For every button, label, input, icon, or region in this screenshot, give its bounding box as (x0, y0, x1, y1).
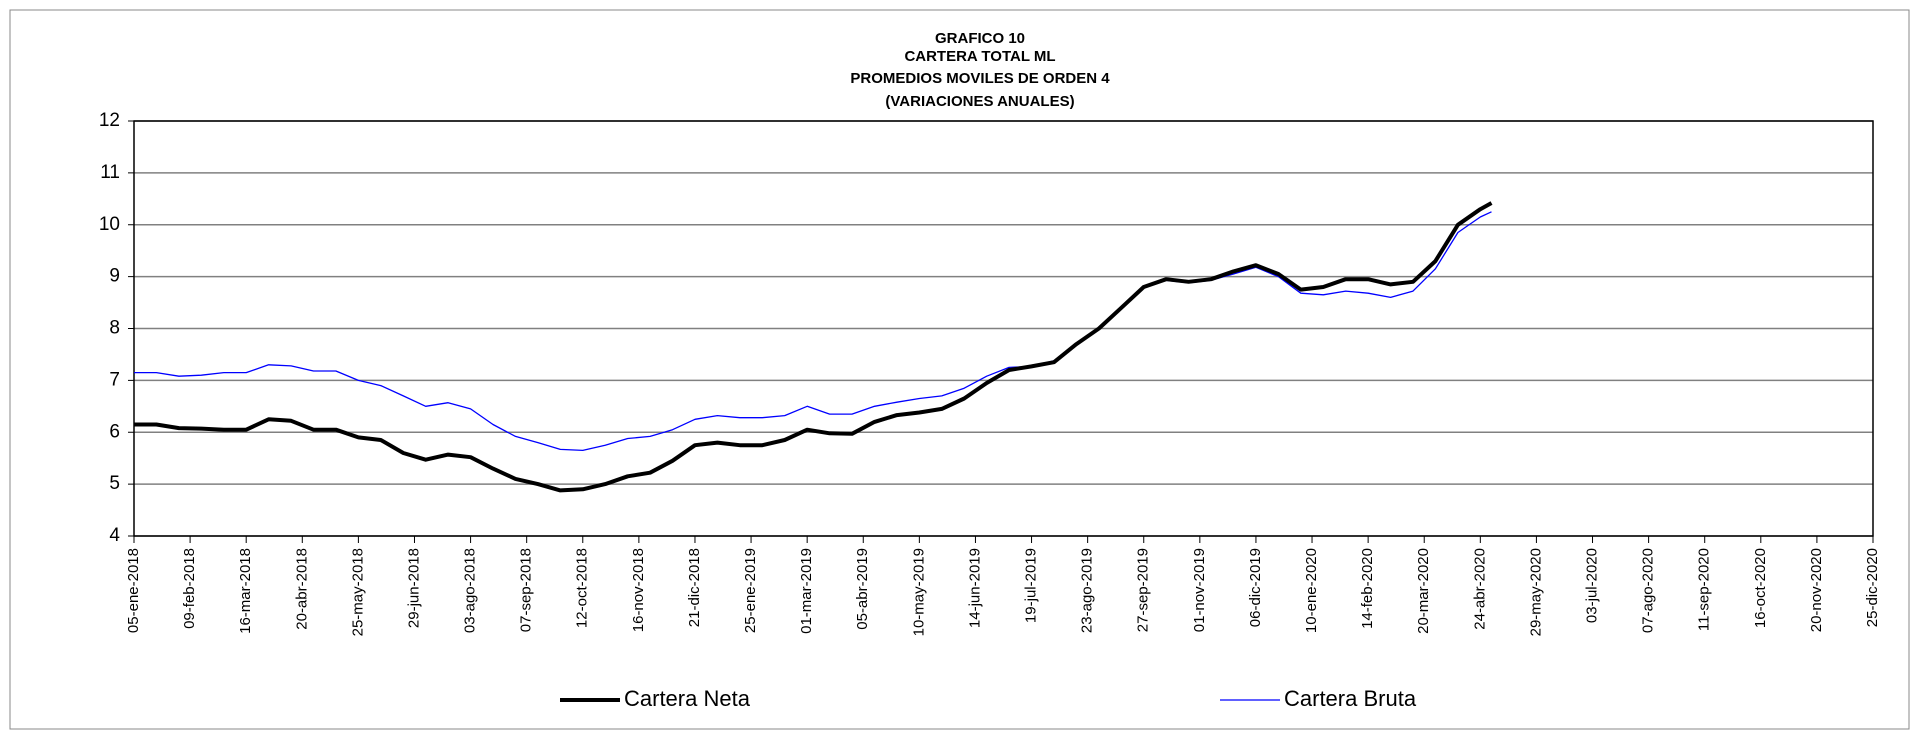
x-tick-label: 07-ago-2020 (1640, 548, 1657, 633)
x-tick-label: 10-may-2019 (910, 548, 927, 636)
x-tick-label: 01-mar-2019 (798, 548, 815, 634)
x-tick-label: 05-abr-2019 (854, 548, 871, 630)
x-tick-label: 16-nov-2018 (630, 548, 647, 632)
y-tick-label: 12 (99, 110, 120, 131)
y-tick-label: 11 (100, 162, 120, 183)
x-tick-label: 20-nov-2020 (1808, 548, 1825, 632)
x-tick-label: 03-ago-2018 (462, 548, 479, 633)
x-tick-label: 19-jul-2019 (1023, 548, 1040, 623)
chart-title: CARTERA TOTAL ML (904, 48, 1055, 65)
legend-label: Cartera Neta (624, 686, 751, 711)
x-tick-label: 25-dic-2020 (1864, 548, 1881, 627)
x-tick-label: 10-ene-2020 (1303, 548, 1320, 633)
x-tick-label: 21-dic-2018 (686, 548, 703, 627)
x-tick-label: 25-ene-2019 (742, 548, 759, 633)
x-tick-label: 16-mar-2018 (237, 548, 254, 634)
legend-label: Cartera Bruta (1284, 686, 1417, 711)
y-tick-label: 8 (109, 318, 120, 339)
plot-border (133, 120, 1874, 537)
x-tick-label: 29-jun-2018 (405, 548, 422, 628)
y-tick-label: 6 (109, 421, 120, 442)
x-tick-label: 07-sep-2018 (518, 548, 535, 632)
chart-title: PROMEDIOS MOVILES DE ORDEN 4 (850, 70, 1110, 87)
y-tick-label: 9 (109, 266, 120, 287)
frame (9, 9, 1910, 730)
x-tick-label: 27-sep-2019 (1135, 548, 1152, 632)
x-tick-label: 01-nov-2019 (1191, 548, 1208, 632)
x-tick-label: 23-ago-2019 (1079, 548, 1096, 633)
x-tick-label: 09-feb-2018 (181, 548, 198, 629)
x-tick-label: 16-oct-2020 (1752, 548, 1769, 628)
y-tick-label: 4 (109, 525, 120, 546)
x-tick-label: 06-dic-2019 (1247, 548, 1264, 627)
x-tick-label: 24-abr-2020 (1471, 548, 1488, 630)
y-tick-label: 5 (109, 473, 120, 494)
y-tick-label: 7 (109, 369, 120, 390)
series-line (134, 201, 1493, 493)
series-line (134, 211, 1492, 452)
x-tick-label: 14-jun-2019 (966, 548, 983, 628)
x-tick-label: 20-mar-2020 (1415, 548, 1432, 634)
chart-title: GRAFICO 10 (935, 30, 1025, 47)
x-tick-label: 29-may-2020 (1527, 548, 1544, 636)
x-tick-label: 12-oct-2018 (574, 548, 591, 628)
x-tick-label: 20-abr-2018 (293, 548, 310, 630)
x-tick-label: 05-ene-2018 (125, 548, 142, 633)
x-tick-label: 11-sep-2020 (1696, 548, 1713, 631)
x-tick-label: 25-may-2018 (349, 548, 366, 636)
x-tick-label: 14-feb-2020 (1359, 548, 1376, 629)
x-tick-label: 03-jul-2020 (1583, 548, 1600, 623)
chart-title: (VARIACIONES ANUALES) (885, 93, 1074, 110)
y-tick-label: 10 (99, 214, 120, 235)
